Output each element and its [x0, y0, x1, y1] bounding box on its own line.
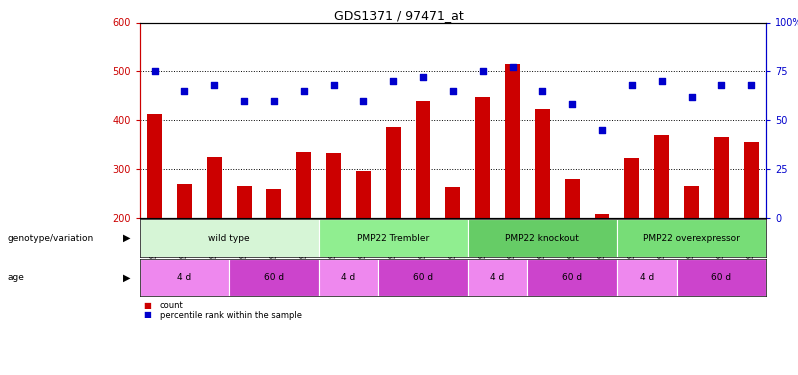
- Text: ■: ■: [144, 310, 152, 320]
- Point: [566, 101, 579, 107]
- Bar: [468, 259, 527, 296]
- Bar: [147, 114, 162, 218]
- Bar: [236, 186, 251, 218]
- Text: PMP22 Trembler: PMP22 Trembler: [357, 234, 429, 243]
- Bar: [296, 152, 311, 217]
- Bar: [177, 184, 192, 218]
- Bar: [684, 186, 699, 218]
- Bar: [318, 259, 378, 296]
- Text: 4 d: 4 d: [491, 273, 504, 282]
- Point: [327, 82, 340, 88]
- Bar: [595, 214, 610, 217]
- Bar: [535, 109, 550, 217]
- Text: PMP22 overexpressor: PMP22 overexpressor: [643, 234, 740, 243]
- Bar: [326, 153, 341, 218]
- Bar: [527, 259, 617, 296]
- Text: ■: ■: [144, 301, 152, 310]
- Text: count: count: [160, 301, 184, 310]
- Point: [387, 78, 400, 84]
- Point: [685, 94, 698, 100]
- Bar: [476, 97, 490, 218]
- Bar: [445, 187, 460, 218]
- Bar: [677, 259, 766, 296]
- Point: [506, 64, 519, 70]
- Point: [238, 98, 251, 104]
- Bar: [714, 136, 729, 218]
- Point: [655, 78, 668, 84]
- Point: [536, 88, 549, 94]
- Point: [476, 68, 489, 74]
- Bar: [356, 171, 371, 217]
- Text: GDS1371 / 97471_at: GDS1371 / 97471_at: [334, 9, 464, 22]
- Bar: [229, 259, 318, 296]
- Bar: [468, 219, 617, 257]
- Point: [357, 98, 369, 104]
- Text: PMP22 knockout: PMP22 knockout: [505, 234, 579, 243]
- Bar: [617, 219, 766, 257]
- Text: 60 d: 60 d: [413, 273, 433, 282]
- Bar: [140, 219, 318, 257]
- Point: [745, 82, 757, 88]
- Point: [298, 88, 310, 94]
- Text: age: age: [8, 273, 25, 282]
- Point: [715, 82, 728, 88]
- Text: wild type: wild type: [208, 234, 250, 243]
- Point: [446, 88, 459, 94]
- Bar: [505, 64, 520, 217]
- Point: [417, 74, 429, 80]
- Text: genotype/variation: genotype/variation: [8, 234, 94, 243]
- Text: 60 d: 60 d: [562, 273, 583, 282]
- Text: 60 d: 60 d: [711, 273, 732, 282]
- Text: ▶: ▶: [123, 233, 130, 243]
- Point: [178, 88, 191, 94]
- Text: 4 d: 4 d: [342, 273, 356, 282]
- Bar: [624, 158, 639, 218]
- Bar: [378, 259, 468, 296]
- Text: percentile rank within the sample: percentile rank within the sample: [160, 310, 302, 320]
- Point: [207, 82, 220, 88]
- Point: [595, 127, 608, 133]
- Bar: [565, 180, 579, 218]
- Bar: [207, 157, 222, 218]
- Bar: [416, 100, 430, 218]
- Bar: [654, 135, 670, 218]
- Bar: [140, 259, 229, 296]
- Point: [267, 98, 280, 104]
- Bar: [744, 142, 759, 218]
- Bar: [385, 128, 401, 218]
- Point: [148, 68, 161, 74]
- Text: ▶: ▶: [123, 273, 130, 282]
- Bar: [267, 189, 282, 217]
- Text: 4 d: 4 d: [640, 273, 654, 282]
- Point: [626, 82, 638, 88]
- Text: 4 d: 4 d: [177, 273, 192, 282]
- Text: 60 d: 60 d: [264, 273, 284, 282]
- Bar: [318, 219, 468, 257]
- Bar: [617, 259, 677, 296]
